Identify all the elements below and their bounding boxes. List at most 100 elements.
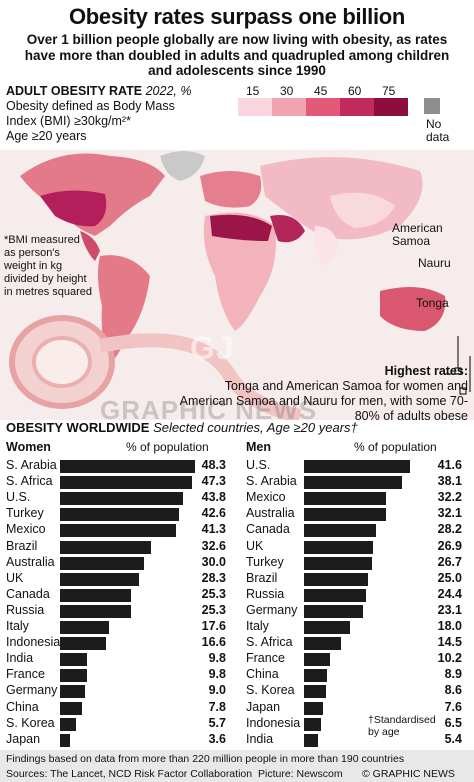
women-bar xyxy=(60,556,144,570)
men-value-label: 14.5 xyxy=(437,635,462,650)
women-bar xyxy=(60,460,196,473)
men-bar xyxy=(304,685,327,699)
men-category-label: China xyxy=(246,667,279,682)
women-bar xyxy=(60,733,71,747)
men-bar xyxy=(304,733,318,747)
watermark-gj: GJ xyxy=(190,330,235,366)
men-value-label: 10.2 xyxy=(437,651,462,666)
men-category-label: Turkey xyxy=(246,554,284,569)
men-value-label: 28.2 xyxy=(437,522,462,537)
women-category-label: Turkey xyxy=(6,506,44,521)
highest-rates-text: Tonga and American Samoa for women and A… xyxy=(179,379,468,423)
men-bar xyxy=(304,717,321,731)
women-bar xyxy=(60,540,152,554)
men-bar xyxy=(304,637,342,651)
women-value-label: 7.8 xyxy=(208,699,226,714)
men-category-label: Germany xyxy=(246,602,298,617)
men-category-label: France xyxy=(246,651,285,666)
standardised-note: †Standardised by age xyxy=(368,714,436,738)
women-value-label: 42.6 xyxy=(201,506,226,521)
women-bar xyxy=(60,588,131,602)
section-heading: OBESITY WORLDWIDE Selected countries, Ag… xyxy=(6,420,358,435)
men-bar xyxy=(304,476,402,490)
north-africa xyxy=(210,214,272,241)
men-bar xyxy=(304,524,377,538)
women-category-label: S. Arabia xyxy=(6,458,57,472)
women-category-label: Canada xyxy=(6,586,50,601)
men-value-label: 6.5 xyxy=(444,715,462,730)
men-bar xyxy=(304,572,368,586)
women-value-label: 3.6 xyxy=(208,731,226,746)
men-value-label: 24.4 xyxy=(437,586,462,601)
women-value-label: 5.7 xyxy=(208,715,226,730)
footer-picture: Picture: Newscom xyxy=(258,768,343,780)
women-value-label: 32.6 xyxy=(201,538,226,553)
women-bar xyxy=(60,701,82,715)
women-category-label: Russia xyxy=(6,602,45,617)
middle-east xyxy=(270,215,305,243)
men-value-label: 8.6 xyxy=(444,683,462,698)
men-bar xyxy=(304,508,387,522)
legend-tick-15: 15 xyxy=(246,84,260,98)
footer-findings: Findings based on data from more than 22… xyxy=(6,753,405,765)
women-bar xyxy=(60,476,193,490)
men-category-label: Indonesia xyxy=(246,715,301,730)
men-value-label: 26.9 xyxy=(437,538,462,553)
men-bar xyxy=(304,621,351,634)
bmi-footnote: *BMI measured as person's weight in kg d… xyxy=(4,234,93,298)
men-bar xyxy=(304,669,327,683)
men-bar xyxy=(304,588,367,602)
women-value-label: 30.0 xyxy=(201,554,226,569)
women-category-label: Mexico xyxy=(6,522,46,537)
women-category-label: Japan xyxy=(6,731,41,746)
men-category-label: S. Africa xyxy=(246,635,293,650)
women-value-label: 9.8 xyxy=(208,651,226,666)
women-bar xyxy=(60,717,76,731)
legend-tick-45: 45 xyxy=(314,84,328,98)
women-category-label: UK xyxy=(6,570,24,585)
legend-tick-60: 60 xyxy=(348,84,362,98)
women-value-label: 9.0 xyxy=(208,683,226,698)
women-category-label: Indonesia xyxy=(6,635,61,650)
women-value-label: 47.3 xyxy=(201,474,226,489)
men-category-label: Australia xyxy=(246,506,295,521)
footer-copyright: © GRAPHIC NEWS xyxy=(362,768,455,780)
men-value-label: 41.6 xyxy=(437,458,462,472)
men-value-label: 25.0 xyxy=(437,570,462,585)
no-data-label: No data xyxy=(426,117,450,144)
men-category-label: UK xyxy=(246,538,264,553)
color-scale xyxy=(238,98,408,116)
island-box-tonga xyxy=(459,387,467,395)
china xyxy=(330,192,395,228)
men-category-label: Russia xyxy=(246,586,285,601)
australia xyxy=(380,287,446,331)
footer: Findings based on data from more than 22… xyxy=(0,750,474,782)
highest-rates-note: Highest rates: Tonga and American Samoa … xyxy=(178,364,468,424)
men-category-label: Mexico xyxy=(246,490,286,505)
india xyxy=(314,226,338,266)
map-legend-meta: 2022, % xyxy=(145,84,192,98)
legend-tick-30: 30 xyxy=(280,84,294,98)
women-value-label: 43.8 xyxy=(201,490,226,505)
men-bar xyxy=(304,701,324,715)
footer-sources: Sources: The Lancet, NCD Risk Factor Col… xyxy=(6,768,253,780)
men-value-label: 8.9 xyxy=(444,667,462,682)
men-category-label: India xyxy=(246,731,274,746)
usa xyxy=(40,190,107,227)
women-bar xyxy=(60,492,183,506)
women-bar xyxy=(60,604,131,618)
men-category-label: Italy xyxy=(246,619,269,633)
page-subtitle: Over 1 billion people globally are now l… xyxy=(24,32,450,78)
men-category-label: Brazil xyxy=(246,570,278,585)
men-value-label: 18.0 xyxy=(437,619,462,633)
men-value-label: 26.7 xyxy=(437,554,462,569)
women-category-label: India xyxy=(6,651,34,666)
men-category-label: Japan xyxy=(246,699,281,714)
map-definition-3: Age ≥20 years xyxy=(6,129,87,143)
women-value-label: 28.3 xyxy=(201,570,226,585)
women-unit: % of population xyxy=(126,440,209,454)
europe xyxy=(200,171,262,208)
women-value-label: 41.3 xyxy=(201,522,226,537)
central-america xyxy=(80,231,100,261)
